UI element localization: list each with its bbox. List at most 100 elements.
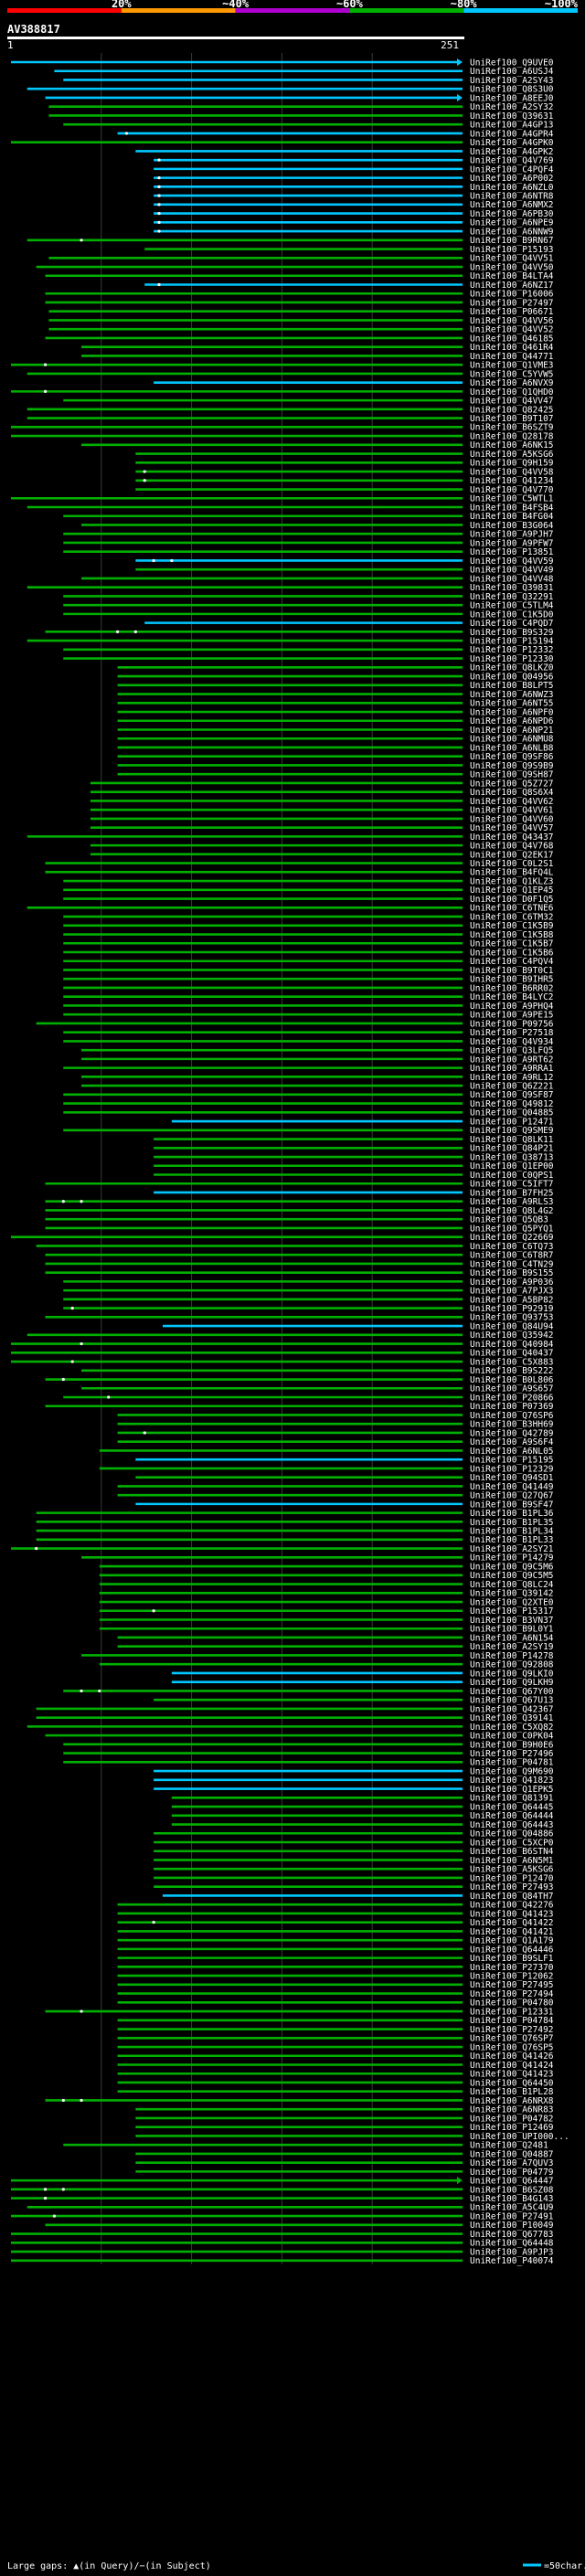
hit-label[interactable]: UniRef100_Q41234 <box>470 476 554 486</box>
hit-label[interactable]: UniRef100_A5KSG6 <box>470 450 554 460</box>
hit-label[interactable]: UniRef100_B1PL33 <box>470 1535 554 1545</box>
hit-row[interactable]: UniRef100_P12331 <box>45 2007 554 2017</box>
hit-label[interactable]: UniRef100_P27494 <box>470 1989 554 1999</box>
hit-row[interactable]: UniRef100_Q84TH7 <box>162 1892 554 1902</box>
hit-row[interactable]: UniRef100_C0L2S1 <box>45 859 554 869</box>
hit-row[interactable]: UniRef100_Q9C5M5 <box>99 1571 554 1581</box>
hit-row[interactable]: UniRef100_Q41423 <box>117 1909 554 1919</box>
hit-label[interactable]: UniRef100_Q4V770 <box>470 485 554 495</box>
hit-row[interactable]: UniRef100_B6STN4 <box>154 1847 554 1857</box>
hit-label[interactable]: UniRef100_Q64445 <box>470 1802 554 1812</box>
hit-label[interactable]: UniRef100_Q1EP00 <box>470 1161 554 1171</box>
hit-row[interactable]: UniRef100_Q4VV61 <box>90 806 554 816</box>
hit-label[interactable]: UniRef100_B1PL28 <box>470 2087 554 2097</box>
hit-row[interactable]: UniRef100_Q5PYQ1 <box>45 1224 554 1234</box>
hit-row[interactable]: UniRef100_Q32291 <box>63 592 554 602</box>
hit-label[interactable]: UniRef100_B4LYC2 <box>470 992 554 1002</box>
hit-row[interactable]: UniRef100_A6NPD6 <box>117 716 554 726</box>
hit-row[interactable]: UniRef100_Q84U94 <box>162 1321 554 1331</box>
hit-label[interactable]: UniRef100_P10049 <box>470 2221 554 2231</box>
hit-row[interactable]: UniRef100_Q6Z221 <box>81 1082 554 1092</box>
hit-row[interactable]: UniRef100_Q64448 <box>11 2239 554 2249</box>
hit-row[interactable]: UniRef100_P12332 <box>63 645 554 655</box>
hit-row[interactable]: UniRef100_C4PQF4 <box>154 164 554 175</box>
hit-label[interactable]: UniRef100_P27495 <box>470 1980 554 1990</box>
hit-label[interactable]: UniRef100_Q84U94 <box>470 1321 554 1331</box>
hit-row[interactable]: UniRef100_B3HH69 <box>117 1420 554 1430</box>
hit-label[interactable]: UniRef100_P12329 <box>470 1464 554 1474</box>
hit-row[interactable]: UniRef100_B9SF47 <box>135 1500 554 1510</box>
hit-label[interactable]: UniRef100_C1K5B9 <box>470 921 554 931</box>
hit-row[interactable]: UniRef100_A6NTR8 <box>154 192 554 202</box>
hit-label[interactable]: UniRef100_A6NTR8 <box>470 192 554 202</box>
hit-label[interactable]: UniRef100_A5BP82 <box>470 1295 554 1305</box>
hit-row[interactable]: UniRef100_Q42367 <box>36 1704 554 1714</box>
hit-row[interactable]: UniRef100_A6NRX8 <box>45 2096 554 2106</box>
hit-label[interactable]: UniRef100_Q3LFQ5 <box>470 1046 554 1056</box>
hit-label[interactable]: UniRef100_A6NP21 <box>470 726 554 736</box>
hit-row[interactable]: UniRef100_A6NPF0 <box>117 707 554 717</box>
hit-label[interactable]: UniRef100_A6NZL0 <box>470 183 554 193</box>
hit-label[interactable]: UniRef100_B9SF47 <box>470 1500 554 1510</box>
hit-label[interactable]: UniRef100_P40074 <box>470 2256 554 2266</box>
hit-label[interactable]: UniRef100_A9RLS3 <box>470 1197 554 1207</box>
hit-label[interactable]: UniRef100_P12331 <box>470 2007 554 2017</box>
hit-row[interactable]: UniRef100_A9PJH7 <box>63 530 554 540</box>
hit-label[interactable]: UniRef100_A6NRX8 <box>470 2096 554 2106</box>
hit-label[interactable]: UniRef100_C5X883 <box>470 1357 554 1367</box>
hit-row[interactable]: UniRef100_Q4VV58 <box>135 467 554 477</box>
hit-label[interactable]: UniRef100_A6NT55 <box>470 699 554 709</box>
hit-row[interactable]: UniRef100_C6TM32 <box>63 912 554 922</box>
hit-label[interactable]: UniRef100_Q9C5M6 <box>470 1562 554 1572</box>
hit-label[interactable]: UniRef100_A4GPR4 <box>470 129 554 139</box>
hit-label[interactable]: UniRef100_Q39142 <box>470 1589 554 1599</box>
hit-label[interactable]: UniRef100_Q4VV47 <box>470 397 554 407</box>
hit-label[interactable]: UniRef100_Q04956 <box>470 672 554 682</box>
hit-label[interactable]: UniRef100_A6NWZ3 <box>470 690 554 700</box>
hit-label[interactable]: UniRef100_Q1VME3 <box>470 361 554 371</box>
hit-label[interactable]: UniRef100_P12471 <box>470 1117 554 1127</box>
hit-label[interactable]: UniRef100_B3HH69 <box>470 1420 554 1430</box>
hit-row[interactable]: UniRef100_Q5Z727 <box>90 779 554 789</box>
hit-label[interactable]: UniRef100_Q39141 <box>470 1713 554 1723</box>
hit-label[interactable]: UniRef100_B3VN37 <box>470 1616 554 1626</box>
hit-label[interactable]: UniRef100_A5KSG6 <box>470 1865 554 1875</box>
hit-label[interactable]: UniRef100_P09756 <box>470 1019 554 1029</box>
hit-row[interactable]: UniRef100_P27495 <box>117 1980 554 1990</box>
hit-label[interactable]: UniRef100_Q9SH87 <box>470 770 554 780</box>
hit-label[interactable]: UniRef100_A9PHQ4 <box>470 1002 554 1012</box>
hit-row[interactable]: UniRef100_B1PL36 <box>36 1509 554 1519</box>
hit-row[interactable]: UniRef100_A6PB30 <box>154 209 554 219</box>
hit-label[interactable]: UniRef100_Q4VV56 <box>470 316 554 326</box>
hit-label[interactable]: UniRef100_Q76SP7 <box>470 2034 554 2044</box>
hit-row[interactable]: UniRef100_Q9LKI0 <box>171 1669 554 1679</box>
hit-label[interactable]: UniRef100_Q35942 <box>470 1330 554 1341</box>
hit-row[interactable]: UniRef100_C5YVW5 <box>27 369 554 379</box>
hit-label[interactable]: UniRef100_Q39831 <box>470 583 554 593</box>
hit-label[interactable]: UniRef100_B1PL35 <box>470 1518 554 1528</box>
hit-row[interactable]: UniRef100_Q81391 <box>171 1794 554 1804</box>
hit-label[interactable]: UniRef100_Q8S6X4 <box>470 788 554 798</box>
hit-row[interactable]: UniRef100_A6USJ4 <box>54 67 554 77</box>
hit-row[interactable]: UniRef100_C1K5D0 <box>63 610 554 620</box>
hit-label[interactable]: UniRef100_Q44771 <box>470 352 554 362</box>
hit-row[interactable]: UniRef100_P12329 <box>99 1464 554 1474</box>
hit-row[interactable]: UniRef100_A2SY21 <box>11 1544 554 1554</box>
hit-label[interactable]: UniRef100_P20866 <box>470 1393 554 1403</box>
hit-label[interactable]: UniRef100_C5YVW5 <box>470 369 554 379</box>
hit-label[interactable]: UniRef100_Q41449 <box>470 1482 554 1492</box>
hit-row[interactable]: UniRef100_Q1QHD0 <box>11 387 554 398</box>
hit-label[interactable]: UniRef100_A6P002 <box>470 174 554 184</box>
hit-label[interactable]: UniRef100_C4PQF4 <box>470 164 554 175</box>
hit-row[interactable]: UniRef100_Q1KLZ3 <box>63 876 554 886</box>
hit-row[interactable]: UniRef100_P12470 <box>154 1873 554 1883</box>
hit-label[interactable]: UniRef100_Q4V934 <box>470 1037 554 1047</box>
hit-row[interactable]: UniRef100_A4GPK2 <box>135 147 554 157</box>
hit-label[interactable]: UniRef100_C0PK04 <box>470 1732 554 1742</box>
hit-row[interactable]: UniRef100_P12471 <box>171 1117 554 1127</box>
hit-row[interactable]: UniRef100_P15193 <box>144 245 554 255</box>
hit-row[interactable]: UniRef100_A6NP21 <box>117 726 554 736</box>
hit-label[interactable]: UniRef100_P27370 <box>470 1963 554 1973</box>
hit-row[interactable]: UniRef100_Q2481 <box>63 2141 548 2151</box>
hit-label[interactable]: UniRef100_A6NL05 <box>470 1447 554 1457</box>
